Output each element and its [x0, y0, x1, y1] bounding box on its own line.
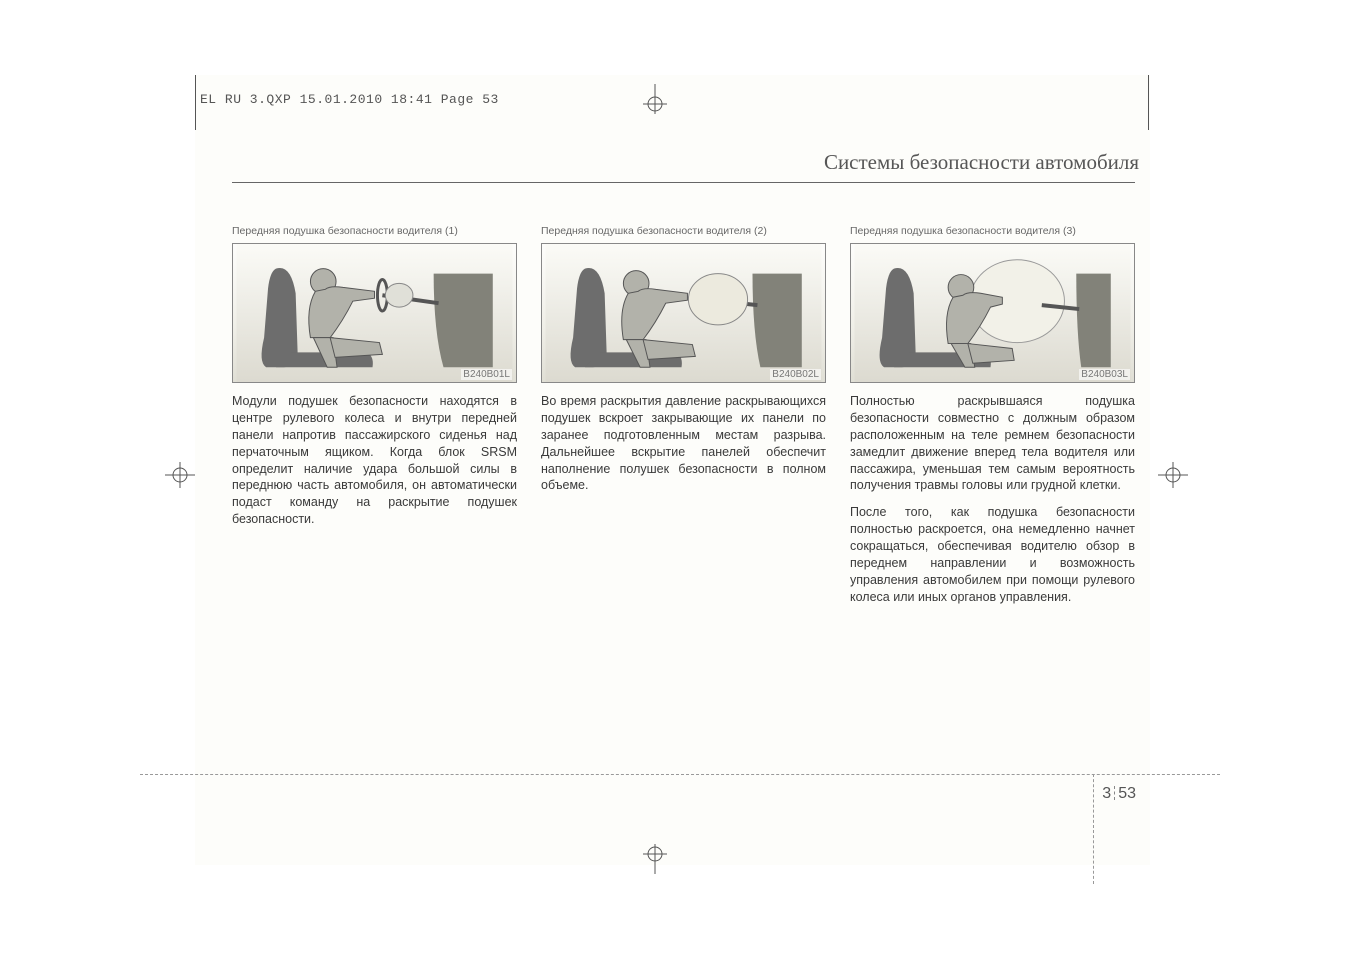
paragraph: После того, как подушка безопасности пол…	[850, 504, 1135, 605]
airbag-illustration-icon	[851, 244, 1134, 382]
crop-mark-icon	[635, 84, 675, 114]
figure-label: B240B01L	[461, 369, 512, 380]
column-3: Передняя подушка безопасности водителя (…	[850, 225, 1135, 616]
paragraph: Полностью раскрывшаяся подушка безопасно…	[850, 393, 1135, 494]
column-2: Передняя подушка безопасности водителя (…	[541, 225, 826, 616]
crop-mark-icon	[160, 460, 200, 490]
figure-label: B240B03L	[1079, 369, 1130, 380]
figure-caption: Передняя подушка безопасности водителя (…	[850, 225, 1135, 237]
header-rule	[232, 182, 1135, 183]
page-number: 3 53	[1102, 785, 1136, 803]
crop-edge	[195, 75, 196, 130]
figure-airbag-stage: B240B02L	[541, 243, 826, 383]
column-text: Во время раскрытия давление раскрывающих…	[541, 393, 826, 494]
figure-airbag-stage: B240B01L	[232, 243, 517, 383]
figure-label: B240B02L	[770, 369, 821, 380]
airbag-illustration-icon	[542, 244, 825, 382]
page-title: Системы безопасности автомобиля	[824, 150, 1139, 175]
figure-airbag-stage: B240B03L	[850, 243, 1135, 383]
content-columns: Передняя подушка безопасности водителя (…	[232, 225, 1135, 616]
fold-line	[140, 774, 1220, 775]
airbag-illustration-icon	[233, 244, 516, 382]
crop-mark-icon	[635, 844, 675, 874]
chapter-number: 3	[1102, 785, 1111, 802]
column-text: Полностью раскрывшаяся подушка безопасно…	[850, 393, 1135, 606]
figure-caption: Передняя подушка безопасности водителя (…	[541, 225, 826, 237]
print-header: EL RU 3.QXP 15.01.2010 18:41 Page 53	[200, 92, 499, 107]
crop-mark-icon	[1153, 460, 1193, 490]
crop-edge	[1148, 75, 1149, 130]
column-text: Модули подушек безопасности находятся в …	[232, 393, 517, 528]
column-1: Передняя подушка безопасности водителя (…	[232, 225, 517, 616]
figure-caption: Передняя подушка безопасности водителя (…	[232, 225, 517, 237]
fold-line	[1093, 774, 1094, 884]
paragraph: Модули подушек безопасности находятся в …	[232, 393, 517, 528]
paragraph: Во время раскрытия давление раскрывающих…	[541, 393, 826, 494]
page-num: 53	[1118, 785, 1136, 802]
